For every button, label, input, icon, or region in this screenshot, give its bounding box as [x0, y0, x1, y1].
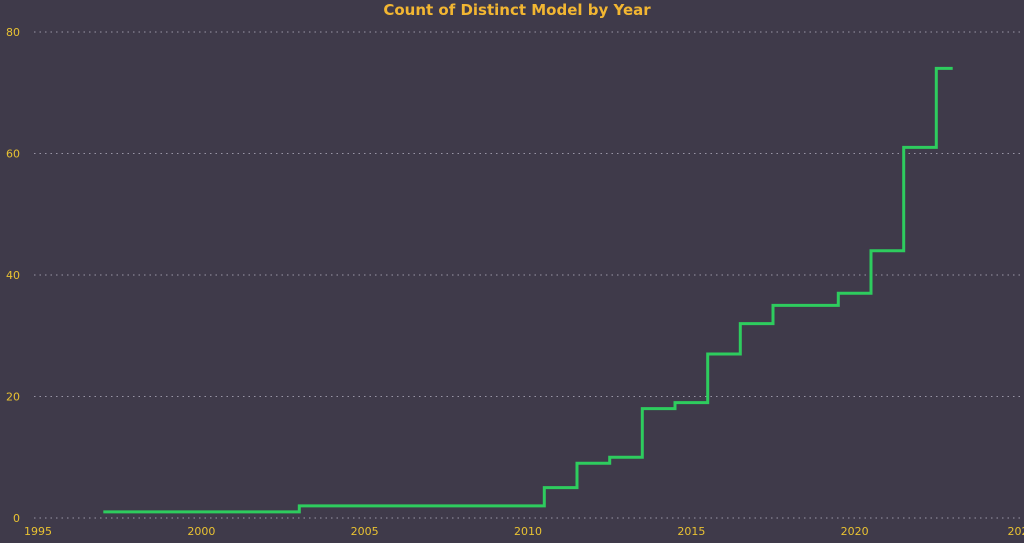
- x-tick-label: 2000: [187, 525, 215, 538]
- series-line-0: [103, 66, 953, 514]
- x-tick-label: 2010: [514, 525, 542, 538]
- x-tick-label: 2005: [351, 525, 379, 538]
- gridlines: [34, 31, 1022, 519]
- x-tick-label: 202: [1008, 525, 1024, 538]
- x-tick-label: 2020: [841, 525, 869, 538]
- series-layer: [103, 66, 953, 514]
- chart-title: Count of Distinct Model by Year: [383, 1, 651, 19]
- x-tick-label: 2015: [677, 525, 705, 538]
- y-axis-ticks: 0 20 40 60 80: [6, 26, 20, 525]
- y-tick-label: 40: [6, 269, 20, 282]
- y-tick-label: 20: [6, 391, 20, 404]
- x-tick-label: 1995: [24, 525, 52, 538]
- x-axis-ticks: 1995 2000 2005 2010 2015 2020 202: [24, 525, 1024, 538]
- y-tick-label: 60: [6, 148, 20, 161]
- y-tick-label: 80: [6, 26, 20, 39]
- y-tick-label: 0: [13, 512, 20, 525]
